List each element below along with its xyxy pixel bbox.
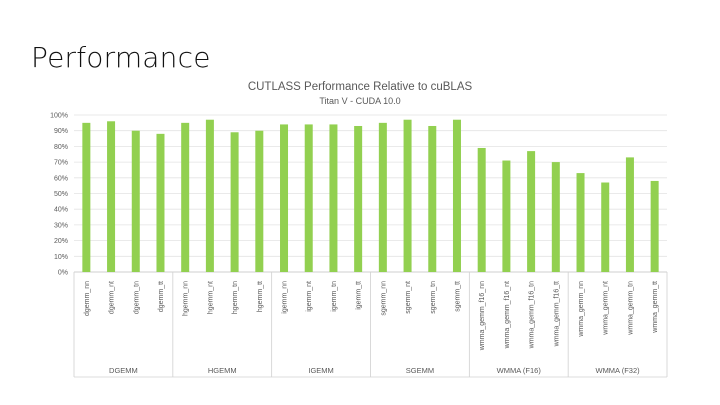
category-label: igemm_tt bbox=[356, 281, 363, 310]
category-label: wmma_gemm_nt bbox=[603, 281, 610, 336]
category-label: wmma_gemm_tt bbox=[652, 281, 659, 334]
bar bbox=[452, 119, 461, 273]
bar bbox=[625, 157, 634, 272]
category-label: sgemm_nt bbox=[405, 281, 412, 314]
bars bbox=[82, 119, 659, 273]
bar bbox=[255, 130, 264, 272]
category-label: dgemm_tn bbox=[133, 281, 140, 314]
x-axis-category-labels: dgemm_nn dgemm_nt dgemm_tn dgemm_tt hgemm_nn… bbox=[84, 281, 659, 351]
bar bbox=[230, 132, 239, 272]
bar bbox=[82, 122, 91, 272]
chart-subtitle: Titan V - CUDA 10.0 bbox=[319, 96, 400, 106]
bar bbox=[205, 119, 214, 273]
category-label: wmma_gemm_f16_tt bbox=[553, 281, 560, 347]
chart-title: CUTLASS Performance Relative to cuBLAS bbox=[248, 81, 473, 93]
category-label: hgemm_nn bbox=[183, 281, 190, 316]
bar bbox=[428, 125, 437, 273]
bar bbox=[477, 147, 486, 272]
category-label: wmma_gemm_f16_nt bbox=[504, 281, 511, 349]
y-tick-label: 80% bbox=[54, 144, 68, 151]
bar bbox=[403, 119, 412, 273]
category-label: igemm_nt bbox=[306, 281, 313, 312]
group-label: SGEMM bbox=[406, 366, 434, 375]
category-label: igemm_nn bbox=[282, 281, 289, 314]
bar bbox=[551, 162, 560, 272]
bar bbox=[354, 125, 363, 273]
bar bbox=[502, 160, 511, 272]
bar bbox=[181, 122, 190, 272]
bar bbox=[650, 180, 659, 272]
category-label: dgemm_nt bbox=[109, 281, 116, 314]
category-label: dgemm_nn bbox=[84, 281, 91, 316]
bar bbox=[131, 130, 140, 272]
category-label: wmma_gemm_f16_tn bbox=[529, 281, 536, 349]
y-tick-label: 90% bbox=[54, 128, 68, 135]
y-axis-ticks: 0% 10% 20% 30% 40% 50% 60% 70% 80% 90% 100% bbox=[50, 113, 68, 277]
category-label: igemm_tn bbox=[331, 281, 338, 312]
category-label: hgemm_nt bbox=[207, 281, 214, 314]
y-tick-label: 20% bbox=[54, 238, 68, 245]
y-tick-label: 70% bbox=[54, 160, 68, 167]
y-tick-label: 50% bbox=[54, 191, 68, 198]
bar bbox=[527, 151, 536, 272]
category-label: dgemm_tt bbox=[158, 281, 165, 312]
bar bbox=[576, 173, 585, 272]
y-tick-label: 60% bbox=[54, 175, 68, 182]
gridlines bbox=[74, 114, 667, 273]
bar bbox=[107, 121, 116, 272]
bar bbox=[280, 124, 289, 272]
y-tick-label: 0% bbox=[58, 270, 68, 277]
group-frame bbox=[73, 272, 668, 378]
category-label: sgemm_tn bbox=[430, 281, 437, 314]
y-tick-label: 10% bbox=[54, 254, 68, 261]
group-label: HGEMM bbox=[208, 366, 237, 375]
group-label: WMMA (F32) bbox=[595, 366, 640, 375]
y-tick-label: 40% bbox=[54, 207, 68, 214]
bar bbox=[601, 182, 610, 272]
category-label: sgemm_nn bbox=[380, 281, 387, 316]
bar bbox=[156, 133, 165, 272]
bar bbox=[329, 124, 338, 272]
group-label: WMMA (F16) bbox=[497, 366, 542, 375]
y-tick-label: 30% bbox=[54, 222, 68, 229]
category-label: sgemm_tt bbox=[454, 281, 461, 312]
category-label: wmma_gemm_nn bbox=[578, 281, 585, 338]
x-axis-group-labels: DGEMM HGEMM IGEMM SGEMM WMMA (F16) WMMA (F32) bbox=[109, 366, 640, 375]
group-label: IGEMM bbox=[308, 366, 333, 375]
slide-title: Performance bbox=[31, 41, 211, 74]
category-label: hgemm_tn bbox=[232, 281, 239, 314]
category-label: wmma_gemm_f16_nn bbox=[479, 281, 486, 351]
y-tick-label: 100% bbox=[50, 113, 68, 120]
group-label: DGEMM bbox=[109, 366, 138, 375]
bar bbox=[304, 124, 313, 272]
category-label: hgemm_tt bbox=[257, 281, 264, 312]
bar bbox=[378, 122, 387, 272]
category-label: wmma_gemm_tn bbox=[627, 281, 634, 336]
